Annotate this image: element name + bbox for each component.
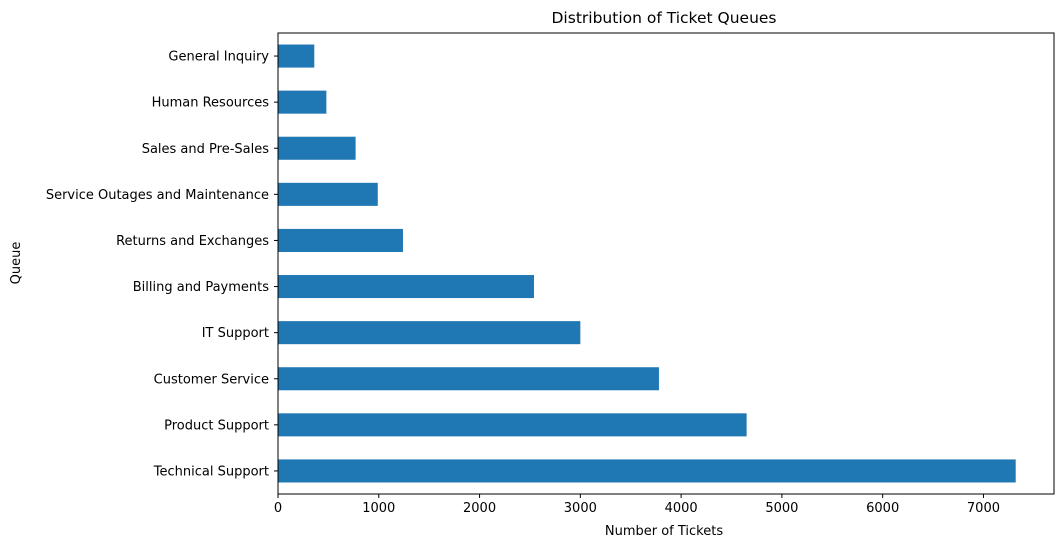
x-tick-label: 7000 bbox=[967, 501, 1000, 516]
y-tick-label: Sales and Pre-Sales bbox=[142, 142, 270, 157]
y-tick-label: Customer Service bbox=[154, 372, 269, 387]
x-tick-label: 3000 bbox=[564, 501, 597, 516]
chart-title: Distribution of Ticket Queues bbox=[552, 9, 777, 27]
bars-layer bbox=[278, 44, 1016, 483]
bar bbox=[278, 228, 403, 252]
x-tick-label: 5000 bbox=[765, 501, 798, 516]
y-tick-label: General Inquiry bbox=[168, 50, 269, 65]
x-axis-ticks: 0 1000 2000 3000 4000 5000 6000 7000 bbox=[274, 494, 1000, 516]
plot-frame bbox=[277, 32, 1055, 495]
y-tick-label: Billing and Payments bbox=[133, 280, 269, 295]
bar bbox=[278, 136, 356, 160]
y-tick-label: Human Resources bbox=[152, 96, 270, 111]
y-tick-label: Service Outages and Maintenance bbox=[46, 188, 269, 203]
bar bbox=[278, 275, 534, 299]
y-axis-title: Queue bbox=[9, 242, 24, 285]
x-tick-label: 4000 bbox=[665, 501, 698, 516]
y-axis-ticks: Technical Support Product Support Customer… bbox=[46, 50, 278, 479]
y-tick-label: Product Support bbox=[164, 418, 269, 433]
bar bbox=[278, 321, 581, 345]
x-tick-label: 1000 bbox=[362, 501, 395, 516]
bar bbox=[278, 413, 747, 437]
bar bbox=[278, 367, 659, 391]
bar bbox=[278, 44, 315, 68]
bar bbox=[278, 182, 378, 206]
bar bbox=[278, 459, 1016, 483]
y-tick-label: IT Support bbox=[202, 326, 269, 341]
x-tick-label: 2000 bbox=[463, 501, 496, 516]
x-tick-label: 0 bbox=[274, 501, 282, 516]
x-axis-title: Number of Tickets bbox=[605, 524, 723, 539]
x-tick-label: 6000 bbox=[866, 501, 899, 516]
y-tick-label: Returns and Exchanges bbox=[116, 234, 269, 249]
bar bbox=[278, 90, 327, 114]
y-tick-label: Technical Support bbox=[153, 464, 269, 479]
